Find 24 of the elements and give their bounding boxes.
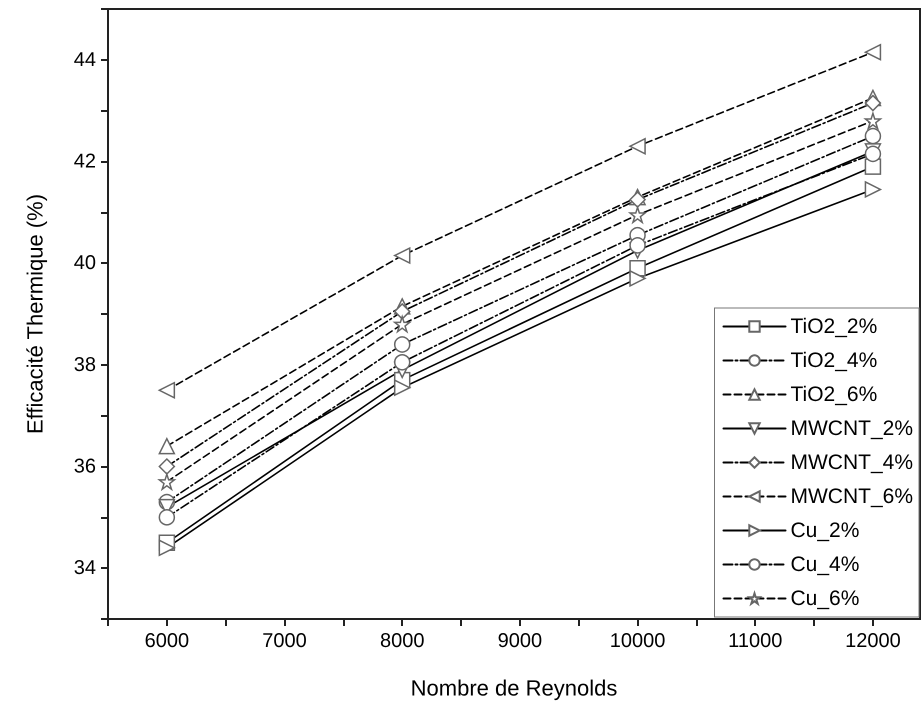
y-tick-label: 36 bbox=[74, 456, 96, 478]
x-tick-label: 12000 bbox=[845, 630, 901, 652]
legend-label: Cu_6% bbox=[790, 587, 860, 610]
legend-label: TiO2_4% bbox=[790, 349, 878, 372]
y-tick-label: 42 bbox=[74, 150, 96, 172]
y-tick-label: 44 bbox=[74, 48, 96, 71]
x-tick-label: 7000 bbox=[262, 630, 307, 652]
legend-label: MWCNT_6% bbox=[790, 485, 914, 508]
x-tick-label: 10000 bbox=[610, 630, 666, 652]
legend-label: Cu_2% bbox=[790, 519, 860, 542]
x-tick-label: 9000 bbox=[498, 630, 542, 652]
x-axis-title: Nombre de Reynolds bbox=[410, 676, 618, 700]
x-tick-label: 11000 bbox=[728, 630, 782, 652]
y-tick-label: 38 bbox=[74, 354, 96, 376]
x-tick-label: 8000 bbox=[380, 630, 424, 652]
legend-label: TiO2_6% bbox=[790, 383, 878, 406]
y-tick-label: 40 bbox=[74, 252, 96, 274]
x-tick-label: 6000 bbox=[144, 630, 190, 652]
legend-label: TiO2_2% bbox=[790, 315, 878, 338]
legend-label: MWCNT_2% bbox=[790, 417, 914, 440]
y-axis-title: Efficacité Thermique (%) bbox=[22, 194, 48, 434]
legend-label: Cu_4% bbox=[790, 553, 860, 576]
legend-label: MWCNT_4% bbox=[790, 451, 914, 474]
y-tick-label: 34 bbox=[74, 557, 96, 580]
